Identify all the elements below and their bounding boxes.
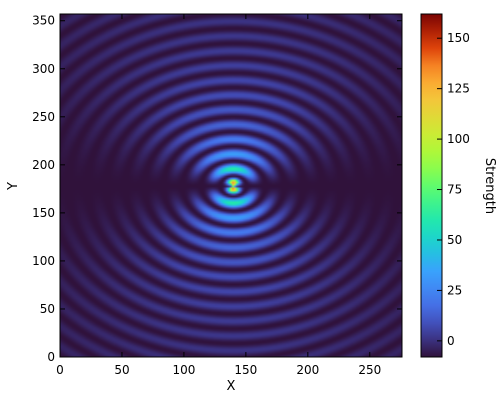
x-tick-label: 200 xyxy=(296,363,319,377)
x-tick-label: 150 xyxy=(234,363,257,377)
colorbar-tick-label: 0 xyxy=(447,334,455,348)
colorbar xyxy=(421,14,442,357)
y-tick-label: 300 xyxy=(32,62,55,76)
colorbar-tick-label: 75 xyxy=(447,183,462,197)
colorbar-frame xyxy=(420,13,443,358)
y-axis: 0 50 100 150 200 250 300 350 xyxy=(32,14,402,364)
colorbar-tick-label: 150 xyxy=(447,31,470,45)
y-tick-label: 150 xyxy=(32,206,55,220)
colorbar-tick-label: 100 xyxy=(447,132,470,146)
x-tick-label: 250 xyxy=(358,363,381,377)
y-tick-label: 200 xyxy=(32,158,55,172)
y-axis-label: Y xyxy=(6,182,21,191)
y-tick-label: 250 xyxy=(32,110,55,124)
y-tick-label: 50 xyxy=(40,302,55,316)
x-axis-label: X xyxy=(227,379,236,394)
colorbar-label: Strength xyxy=(482,158,497,214)
y-tick-label: 0 xyxy=(47,350,55,364)
colorbar-tick-label: 50 xyxy=(447,233,462,247)
y-tick-label: 100 xyxy=(32,254,55,268)
x-tick-label: 50 xyxy=(114,363,129,377)
x-tick-label: 0 xyxy=(56,363,64,377)
x-axis: 0 50 100 150 200 250 xyxy=(56,14,381,377)
colorbar-tick-label: 25 xyxy=(447,283,462,297)
colorbar-axis: 0 25 50 75 100 125 150 xyxy=(437,31,470,348)
x-tick-label: 100 xyxy=(172,363,195,377)
y-tick-label: 350 xyxy=(32,14,55,28)
plot-frame xyxy=(59,13,403,358)
colorbar-tick-label: 125 xyxy=(447,82,470,96)
heatmap-image xyxy=(60,14,402,357)
